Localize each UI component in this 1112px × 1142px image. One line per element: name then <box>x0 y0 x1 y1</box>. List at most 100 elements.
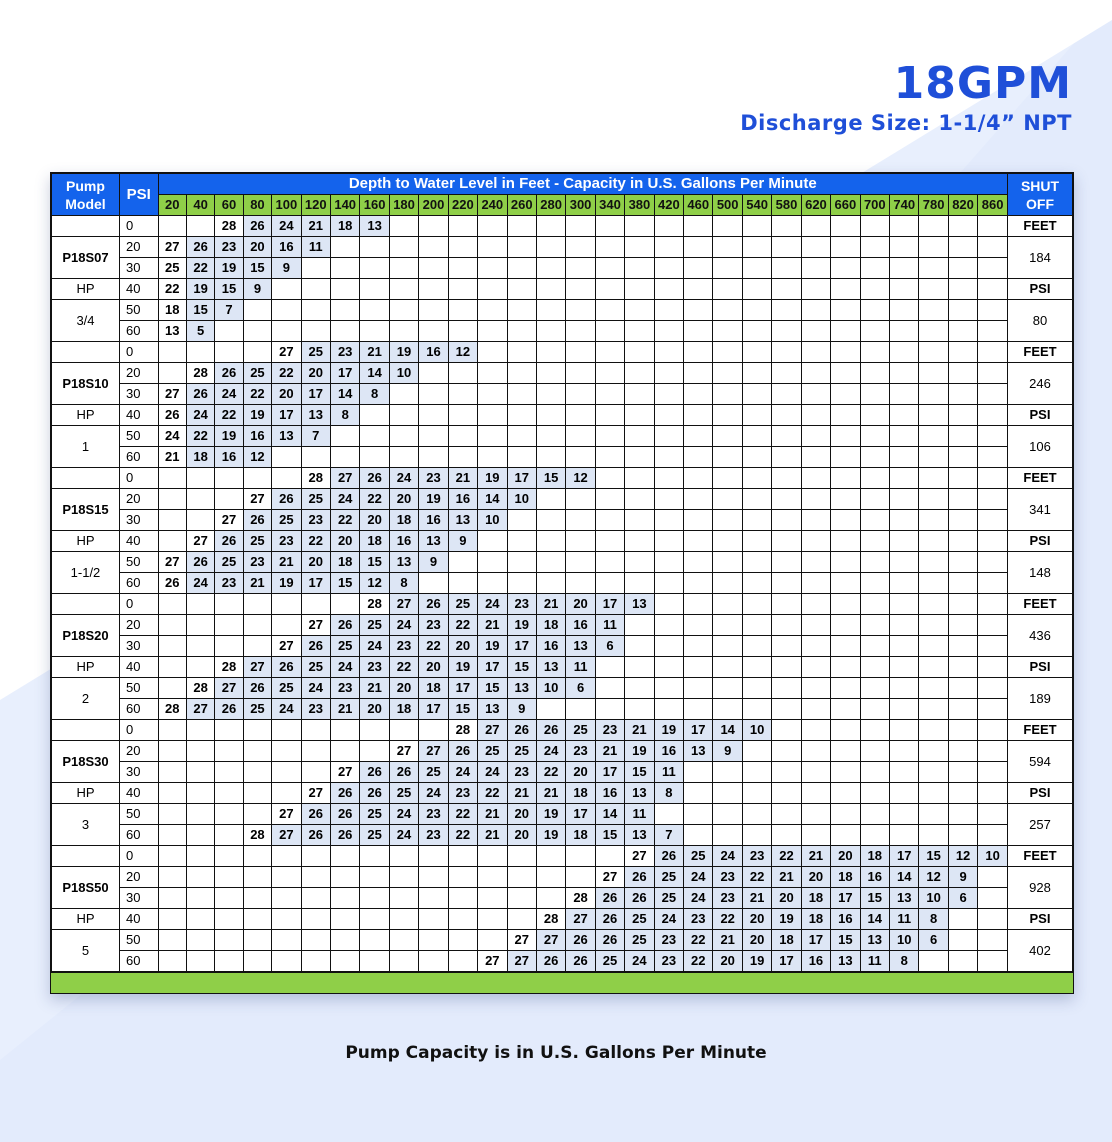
empty-cell <box>859 761 891 783</box>
capacity-cell: 22 <box>447 803 479 825</box>
empty-cell <box>800 341 832 363</box>
capacity-cell: 13 <box>300 404 331 426</box>
psi-cell: 0 <box>118 341 159 363</box>
empty-cell <box>947 425 979 447</box>
empty-cell <box>741 278 773 300</box>
capacity-cell: 7 <box>653 824 685 846</box>
empty-cell <box>830 362 861 384</box>
capacity-cell: 22 <box>477 782 508 804</box>
capacity-cell: 27 <box>300 782 331 804</box>
empty-cell <box>624 656 655 678</box>
depth-header: Depth to Water Level in Feet - Capacity … <box>157 173 1009 195</box>
empty-cell <box>535 446 567 468</box>
empty-cell <box>300 320 331 342</box>
empty-cell <box>947 593 979 615</box>
capacity-cell: 27 <box>565 908 596 930</box>
empty-cell <box>594 656 626 678</box>
empty-cell <box>535 530 567 552</box>
empty-cell <box>741 740 773 762</box>
empty-cell <box>771 614 802 636</box>
empty-cell <box>771 383 802 405</box>
shut-off-feet-label: FEET <box>1007 719 1073 741</box>
psi-cell: 20 <box>118 740 159 762</box>
capacity-cell: 24 <box>214 383 244 405</box>
capacity-cell: 21 <box>359 341 390 363</box>
depth-header-cell: 20 <box>157 194 187 216</box>
empty-cell <box>918 614 949 636</box>
empty-cell <box>712 446 743 468</box>
table-row: 30 27 26 25 24 23 22 20 19 17 16 13 6 <box>52 635 1073 657</box>
empty-cell <box>565 866 596 888</box>
psi-cell: 50 <box>118 299 159 321</box>
empty-cell <box>977 593 1009 615</box>
capacity-cell: 14 <box>712 719 743 741</box>
capacity-cell: 23 <box>418 614 449 636</box>
psi-cell: 40 <box>118 530 159 552</box>
empty-cell <box>888 215 920 237</box>
pump-model-label: P18S50 <box>51 866 120 909</box>
capacity-cell: 18 <box>185 446 216 468</box>
empty-cell <box>388 719 420 741</box>
capacity-cell: 26 <box>242 509 273 531</box>
empty-cell <box>477 236 508 258</box>
capacity-cell: 25 <box>359 824 390 846</box>
empty-cell <box>157 593 187 615</box>
empty-cell <box>888 614 920 636</box>
empty-cell <box>359 908 390 930</box>
capacity-cell: 18 <box>329 551 361 573</box>
shut-off-psi-value: 257 <box>1007 803 1073 846</box>
capacity-cell: 18 <box>859 845 891 867</box>
empty-cell <box>506 887 537 909</box>
empty-cell <box>535 845 567 867</box>
empty-cell <box>653 530 685 552</box>
empty-cell <box>653 236 685 258</box>
capacity-cell: 20 <box>388 677 420 699</box>
page-subtitle: Discharge Size: 1-1/4” NPT <box>740 111 1072 135</box>
table-row: P18S07 20 27 26 23 20 16 11 184 <box>51 236 1073 279</box>
capacity-cell: 19 <box>535 824 567 846</box>
table-row: HP 40 27 26 26 25 24 23 22 21 21 18 16 13 8 PSI <box>51 782 1073 804</box>
empty-cell <box>741 362 773 384</box>
empty-cell <box>712 551 743 573</box>
empty-cell <box>300 740 331 762</box>
empty-cell <box>535 509 567 531</box>
capacity-cell: 22 <box>185 257 216 279</box>
empty-cell <box>977 866 1009 888</box>
empty-cell <box>771 488 802 510</box>
empty-cell <box>712 530 743 552</box>
empty-cell <box>977 341 1009 363</box>
capacity-cell: 26 <box>565 929 596 951</box>
capacity-cell: 27 <box>271 341 302 363</box>
capacity-cell: 27 <box>418 740 449 762</box>
empty-cell <box>594 551 626 573</box>
empty-cell <box>565 845 596 867</box>
empty-cell <box>388 950 420 972</box>
empty-cell <box>359 845 390 867</box>
empty-cell <box>830 257 861 279</box>
empty-cell <box>565 362 596 384</box>
empty-cell <box>888 572 920 594</box>
capacity-cell: 23 <box>329 341 361 363</box>
pump-model-label: P18S30 <box>51 740 120 783</box>
empty-cell <box>859 320 891 342</box>
empty-cell <box>242 320 273 342</box>
empty-cell <box>388 278 420 300</box>
capacity-cell: 26 <box>359 467 390 489</box>
empty-cell <box>977 362 1009 384</box>
empty-cell <box>947 236 979 258</box>
empty-cell <box>918 950 949 972</box>
capacity-cell: 16 <box>594 782 626 804</box>
empty-cell <box>683 383 714 405</box>
empty-cell <box>712 782 743 804</box>
empty-cell <box>859 593 891 615</box>
empty-cell <box>506 278 537 300</box>
capacity-cell: 25 <box>683 845 714 867</box>
empty-cell <box>418 950 449 972</box>
empty-cell <box>477 362 508 384</box>
capacity-cell: 27 <box>477 719 508 741</box>
capacity-cell: 26 <box>329 614 361 636</box>
capacity-cell: 21 <box>712 929 743 951</box>
capacity-cell: 13 <box>418 530 449 552</box>
empty-cell <box>535 215 567 237</box>
empty-cell <box>653 467 685 489</box>
